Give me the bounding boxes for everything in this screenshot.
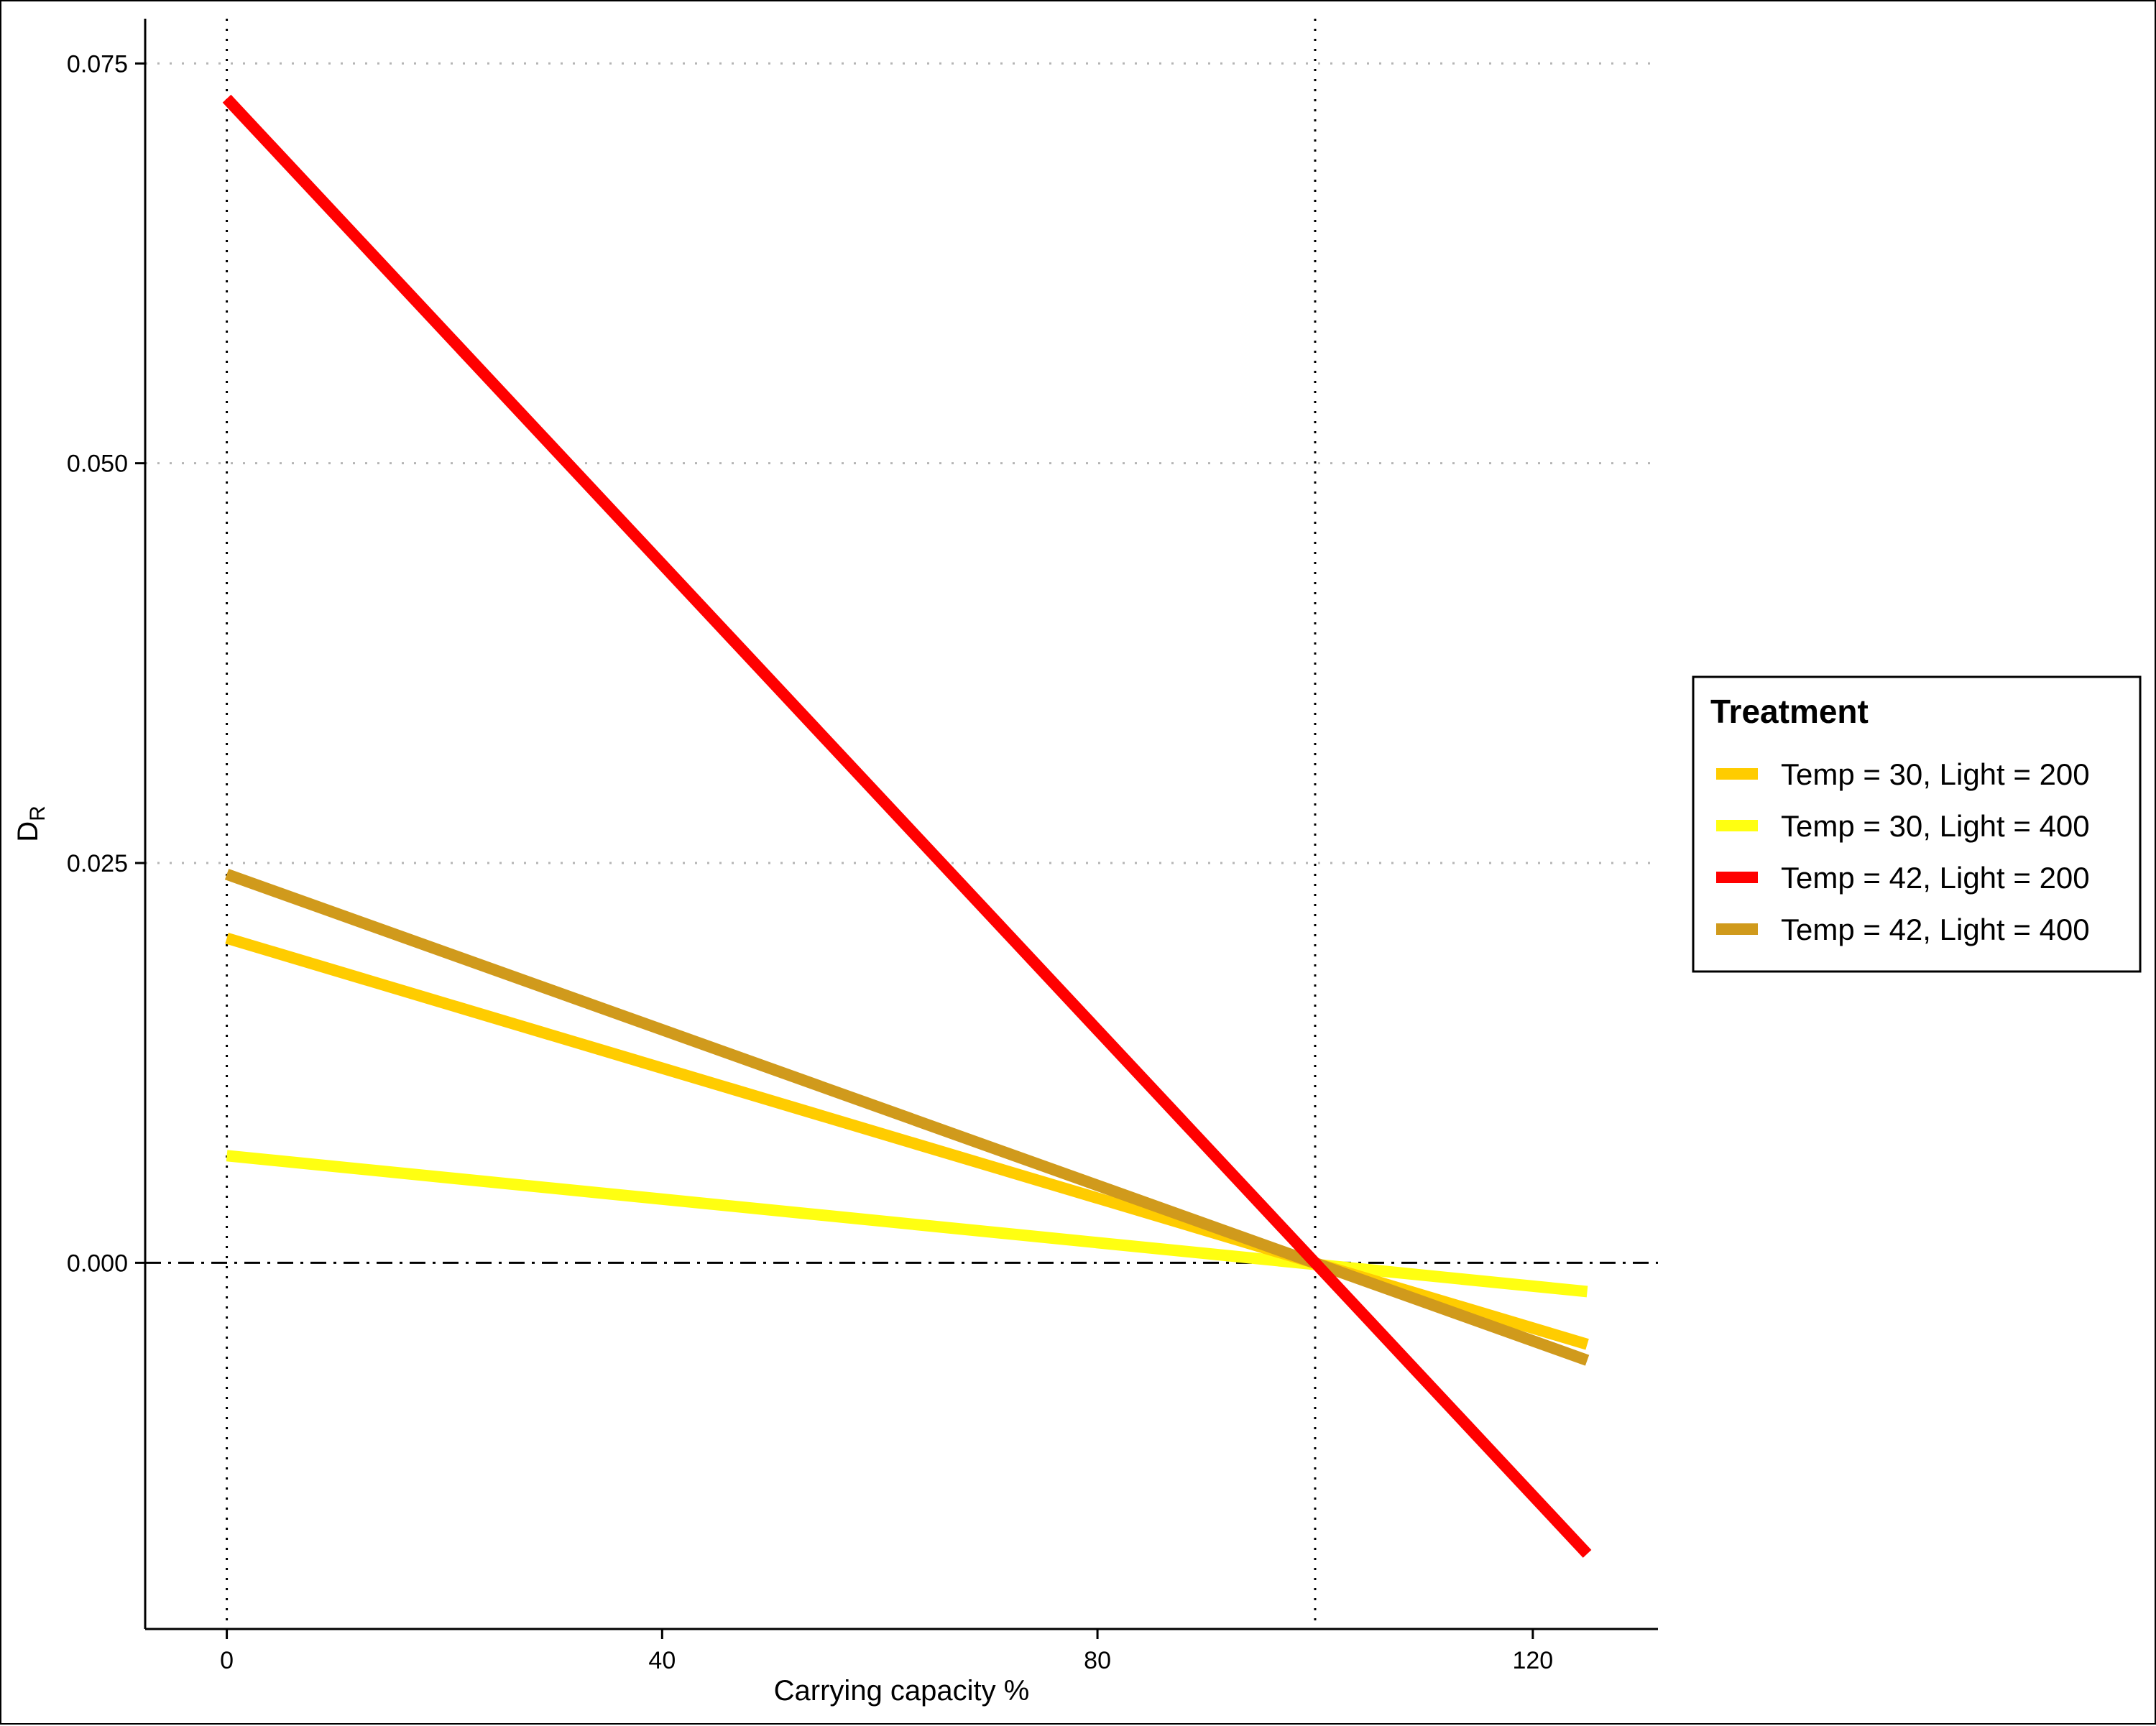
x-tick-label: 120 bbox=[1512, 1647, 1553, 1674]
y-axis-title: DR bbox=[12, 806, 50, 842]
series-line bbox=[226, 1150, 1588, 1298]
legend-label: Temp = 30, Light = 200 bbox=[1781, 757, 2090, 791]
reference-lines bbox=[145, 19, 1658, 1629]
legend-box bbox=[1692, 675, 2142, 973]
y-tick-label: 0.000 bbox=[67, 1250, 128, 1277]
x-tick-label: 40 bbox=[648, 1647, 676, 1674]
x-ticks: 0 40 80 120 bbox=[220, 1629, 1553, 1674]
y-axis-title-subscript: R bbox=[26, 806, 50, 821]
y-ticks: 0.000 0.025 0.050 0.075 bbox=[67, 50, 145, 1277]
y-tick-label: 0.025 bbox=[67, 850, 128, 877]
legend-label: Temp = 42, Light = 200 bbox=[1781, 861, 2090, 895]
x-axis-title: Carrying capacity % bbox=[774, 1675, 1030, 1707]
series-line bbox=[222, 94, 1592, 1558]
legend-items: Temp = 30, Light = 200 Temp = 30, Light =… bbox=[1716, 757, 2090, 946]
x-tick-label: 0 bbox=[220, 1647, 234, 1674]
legend-title: Treatment bbox=[1710, 693, 1869, 730]
y-tick-label: 0.050 bbox=[67, 451, 128, 478]
y-tick-label: 0.075 bbox=[67, 50, 128, 78]
grid-layer bbox=[145, 62, 1658, 864]
y-axis-title-main: D bbox=[12, 821, 44, 842]
legend-label: Temp = 42, Light = 400 bbox=[1781, 913, 2090, 946]
x-tick-label: 80 bbox=[1084, 1647, 1111, 1674]
series-lines bbox=[222, 94, 1592, 1558]
legend-label: Temp = 30, Light = 400 bbox=[1781, 809, 2090, 843]
series-line bbox=[224, 869, 1590, 1366]
axes bbox=[144, 19, 1658, 1630]
